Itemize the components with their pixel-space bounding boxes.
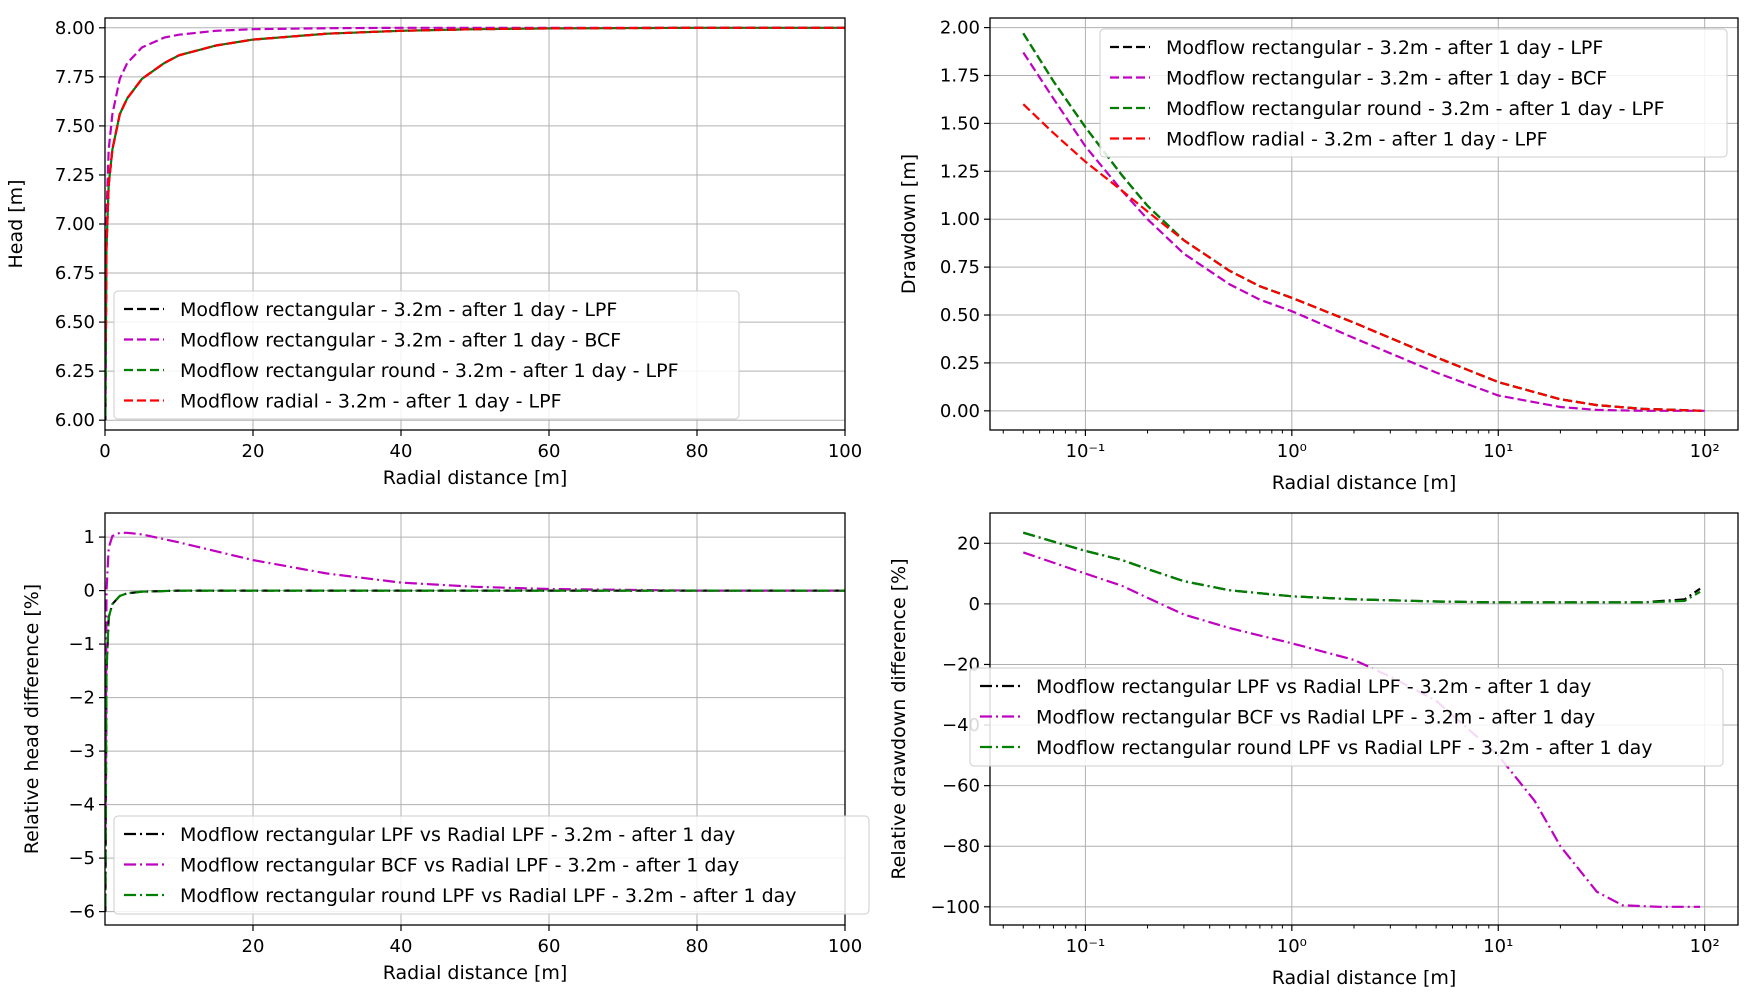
legend-entry: Modflow rectangular LPF vs Radial LPF - … — [180, 824, 735, 846]
x-tick-label: 10⁰ — [1277, 936, 1307, 957]
y-axis-label: Relative drawdown difference [%] — [888, 558, 910, 879]
y-tick-label: 7.25 — [55, 165, 95, 186]
chart-panel-bottom-left: 20 40 60 80 100 −6 −5 −4 −3 −2 −1 0 1 Radial distance… — [21, 512, 870, 984]
x-tick-label: 60 — [538, 441, 561, 462]
series-line-2 — [105, 26, 845, 395]
x-tick-label: 10² — [1690, 936, 1720, 957]
y-tick-label: −60 — [942, 776, 980, 797]
y-tick-label: 0.25 — [940, 353, 980, 374]
y-tick-label: 7.50 — [55, 116, 95, 137]
y-tick-label: 1.75 — [940, 65, 980, 86]
y-tick-label: 0 — [84, 581, 95, 602]
y-axis-label: Drawdown [m] — [898, 154, 920, 294]
x-tick-label: 100 — [828, 936, 862, 957]
y-tick-label: −2 — [68, 688, 95, 709]
y-tick-label: 2.00 — [940, 18, 980, 39]
series-line-4 — [105, 26, 845, 342]
legend-entry: Modflow rectangular BCF vs Radial LPF - … — [180, 855, 739, 877]
legend-box — [113, 815, 870, 915]
x-tick-label: 40 — [390, 936, 413, 957]
y-tick-label: −1 — [68, 634, 95, 655]
y-tick-label: −80 — [942, 836, 980, 857]
series-line-3 — [105, 589, 845, 907]
x-axis-label: Radial distance [m] — [1272, 472, 1457, 494]
legend-entry: Modflow rectangular round LPF vs Radial … — [1036, 737, 1653, 759]
y-tick-label: −5 — [68, 848, 95, 869]
legend: Modflow rectangular LPF vs Radial LPF - … — [969, 667, 1724, 767]
legend-entry: Modflow rectangular - 3.2m - after 1 day… — [180, 299, 617, 321]
y-tick-label: 0.00 — [940, 401, 980, 422]
x-tick-label: 80 — [686, 441, 709, 462]
x-tick-label: 100 — [828, 441, 862, 462]
x-tick-label: 10¹ — [1483, 936, 1513, 957]
y-tick-label: −4 — [68, 795, 95, 816]
legend-box — [113, 290, 740, 420]
x-tick-label: 10⁻¹ — [1066, 936, 1106, 957]
x-tick-label: 60 — [538, 936, 561, 957]
y-tick-label: 8.00 — [55, 18, 95, 39]
legend-box — [969, 667, 1724, 767]
y-tick-label: 0.75 — [940, 257, 980, 278]
y-tick-label: 6.25 — [55, 361, 95, 382]
x-tick-label: 20 — [242, 441, 265, 462]
y-tick-label: 0.50 — [940, 305, 980, 326]
legend-entry: Modflow rectangular round - 3.2m - after… — [1166, 98, 1665, 120]
y-tick-label: 7.75 — [55, 67, 95, 88]
series-line-4 — [1022, 103, 1705, 412]
legend-entry: Modflow rectangular BCF vs Radial LPF - … — [1036, 707, 1595, 729]
legend-entry: Modflow rectangular LPF vs Radial LPF - … — [1036, 676, 1591, 698]
series-line-2 — [1022, 51, 1705, 412]
y-tick-label: 20 — [957, 533, 980, 554]
x-tick-label: 10¹ — [1483, 441, 1513, 462]
y-tick-label: 1 — [84, 527, 95, 548]
legend: Modflow rectangular LPF vs Radial LPF - … — [113, 815, 870, 915]
legend: Modflow rectangular - 3.2m - after 1 day… — [113, 290, 740, 420]
y-tick-label: −100 — [931, 897, 980, 918]
legend-entry: Modflow radial - 3.2m - after 1 day - LP… — [180, 391, 562, 413]
plot-frame — [989, 17, 1739, 431]
x-tick-label: 10⁻¹ — [1066, 441, 1106, 462]
legend-entry: Modflow rectangular - 3.2m - after 1 day… — [180, 330, 621, 352]
series-line-2 — [105, 531, 845, 832]
y-tick-label: −6 — [68, 902, 95, 923]
x-axis-label: Radial distance [m] — [383, 962, 568, 984]
x-axis-label: Radial distance [m] — [383, 467, 568, 489]
x-tick-label: 10⁰ — [1277, 441, 1307, 462]
y-tick-label: 1.50 — [940, 113, 980, 134]
series-line-3 — [105, 26, 845, 417]
y-tick-label: 6.50 — [55, 312, 95, 333]
legend-entry: Modflow rectangular round LPF vs Radial … — [180, 885, 797, 907]
x-tick-label: 10² — [1690, 441, 1720, 462]
y-tick-label: 7.00 — [55, 214, 95, 235]
legend-entry: Modflow rectangular round - 3.2m - after… — [180, 360, 679, 382]
y-tick-label: 0 — [969, 594, 980, 615]
x-tick-label: 40 — [390, 441, 413, 462]
series-line-3 — [1022, 531, 1701, 604]
chart-panel-top-right: 10⁻¹ 10⁰ 10¹ 10² 0.00 0.25 0.50 0.75 1.00 1.25 1.5… — [898, 17, 1739, 494]
legend-box — [1099, 28, 1728, 158]
x-tick-label: 20 — [242, 936, 265, 957]
legend-entry: Modflow rectangular - 3.2m - after 1 day… — [1166, 37, 1603, 59]
legend: Modflow rectangular - 3.2m - after 1 day… — [1099, 28, 1728, 158]
chart-panel-top-left: 0 20 40 60 80 100 6.00 6.25 6.50 6.75 7.00 7.25 7.50… — [5, 17, 862, 489]
y-tick-label: 1.00 — [940, 209, 980, 230]
legend-entry: Modflow rectangular - 3.2m - after 1 day… — [1166, 68, 1607, 90]
y-tick-label: 6.00 — [55, 410, 95, 431]
x-tick-label: 80 — [686, 936, 709, 957]
plot-frame — [104, 512, 846, 926]
legend-entry: Modflow radial - 3.2m - after 1 day - LP… — [1166, 129, 1548, 151]
y-axis-label: Relative head difference [%] — [21, 584, 43, 854]
y-tick-label: 1.25 — [940, 161, 980, 182]
x-axis-label: Radial distance [m] — [1272, 967, 1457, 989]
y-axis-label: Head [m] — [5, 179, 27, 268]
x-tick-label: 0 — [99, 441, 110, 462]
y-tick-label: 6.75 — [55, 263, 95, 284]
y-tick-label: −3 — [68, 741, 95, 762]
